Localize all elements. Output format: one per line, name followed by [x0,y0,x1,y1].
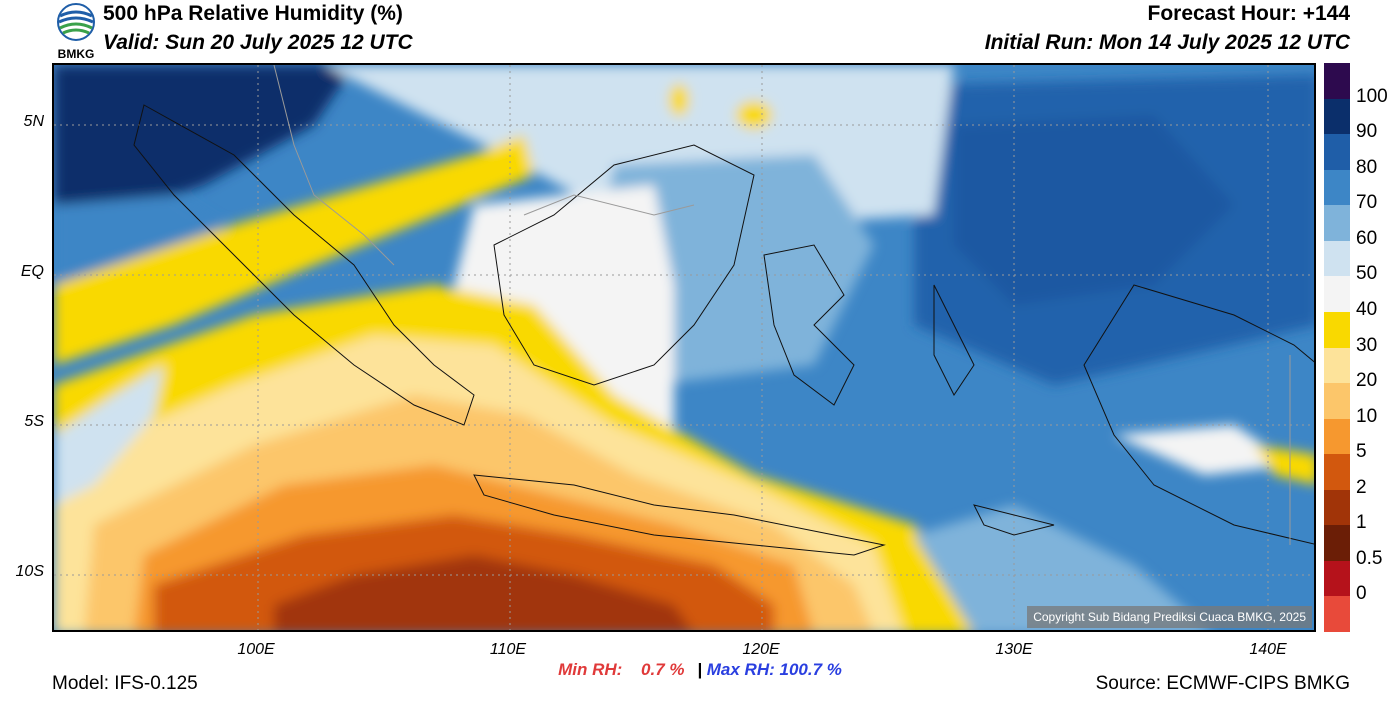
colorbar-segment [1324,276,1350,312]
grid-lines [54,65,1314,630]
max-rh-label: Max RH: [706,660,775,679]
colorbar-segment [1324,311,1350,348]
colorbar-label: 100 [1356,85,1388,107]
colorbar-label: 60 [1356,227,1378,249]
rh-separator: | [697,660,703,679]
colorbar [1324,63,1350,632]
chart-title: 500 hPa Relative Humidity (%) [103,2,403,25]
colorbar-segment [1324,418,1350,455]
colorbar-label: 50 [1356,263,1378,285]
lat-label-5s: 5S [24,413,44,430]
min-rh-label: Min RH: [558,660,623,679]
yellow-blob-1 [736,101,772,129]
yellow-streak-east [1254,445,1314,485]
colorbar-segment [1324,525,1350,561]
colorbar-segment [1324,169,1350,206]
lon-label-140e: 140E [1249,641,1287,658]
colorbar-label: 70 [1356,192,1378,214]
lon-label-120e: 120E [742,641,780,658]
colorbar-segment [1324,134,1350,170]
colorbar-segment [1324,63,1350,99]
max-rh-value: 100.7 % [779,660,842,679]
logo-text: BMKG [58,47,95,60]
source-info: Source: ECMWF-CIPS BMKG [1095,673,1350,694]
yellow-band-north [54,135,534,365]
colorbar-label: 90 [1356,121,1378,143]
sumatra-coast [133,104,475,426]
papua-coast [1083,284,1314,545]
copyright-notice: Copyright Sub Bidang Prediksi Cuaca BMKG… [1027,606,1312,628]
coastlines [133,104,1314,556]
colorbar-segment [1324,596,1350,632]
initial-run: Initial Run: Mon 14 July 2025 12 UTC [984,31,1350,54]
lon-label-100e: 100E [237,641,275,658]
model-info: Model: IFS-0.125 [52,673,198,694]
lon-label-110e: 110E [489,641,527,658]
lat-label-10s: 10S [15,563,44,580]
valid-time: Valid: Sun 20 July 2025 12 UTC [103,31,413,54]
forecast-hour: Forecast Hour: +144 [1147,2,1351,25]
colorbar-label: 10 [1356,405,1378,427]
colorbar-segment [1324,560,1350,597]
colorbar-segment [1324,98,1350,135]
colorbar-segment [1324,240,1350,277]
humidity-map: Copyright Sub Bidang Prediksi Cuaca BMKG… [52,63,1316,632]
colorbar-label: 0.5 [1356,547,1383,569]
colorbar-label: 5 [1356,441,1367,463]
colorbar-segment [1324,454,1350,490]
halmahera-coast [933,284,975,396]
colorbar-segment [1324,489,1350,526]
se-light [914,505,1210,630]
colorbar-label: 40 [1356,298,1378,320]
map-canvas [54,65,1314,630]
sulawesi-coast [763,244,855,406]
colorbar-label: 80 [1356,156,1378,178]
colorbar-segment [1324,205,1350,241]
colorbar-label: 0 [1356,583,1367,605]
humid-nw [54,65,354,225]
colorbar-label: 30 [1356,334,1378,356]
west-moist-tongue [54,365,164,505]
yellow-blob-2 [669,84,689,116]
min-rh-value: 0.7 % [641,660,685,679]
colorbar-label: 20 [1356,370,1378,392]
java-coast [473,474,886,556]
neutral-band [454,185,674,445]
borders [273,65,1291,545]
rh-stats: Min RH: 0.7 % | Max RH: 100.7 % [0,660,1400,680]
borneo-coast [493,144,755,386]
white-streak-east [1114,425,1294,475]
timor-coast [973,504,1055,536]
colorbar-label: 1 [1356,512,1367,534]
very-dry-zone [274,555,692,630]
lat-label-5n: 5N [23,113,44,130]
bmkg-logo: BMKG [52,2,100,61]
lat-label-eq: EQ [20,263,44,280]
lon-label-130e: 130E [995,641,1033,658]
colorbar-segment [1324,383,1350,419]
colorbar-label: 2 [1356,476,1367,498]
humid-ne [914,75,1314,385]
colorbar-segment [1324,347,1350,384]
